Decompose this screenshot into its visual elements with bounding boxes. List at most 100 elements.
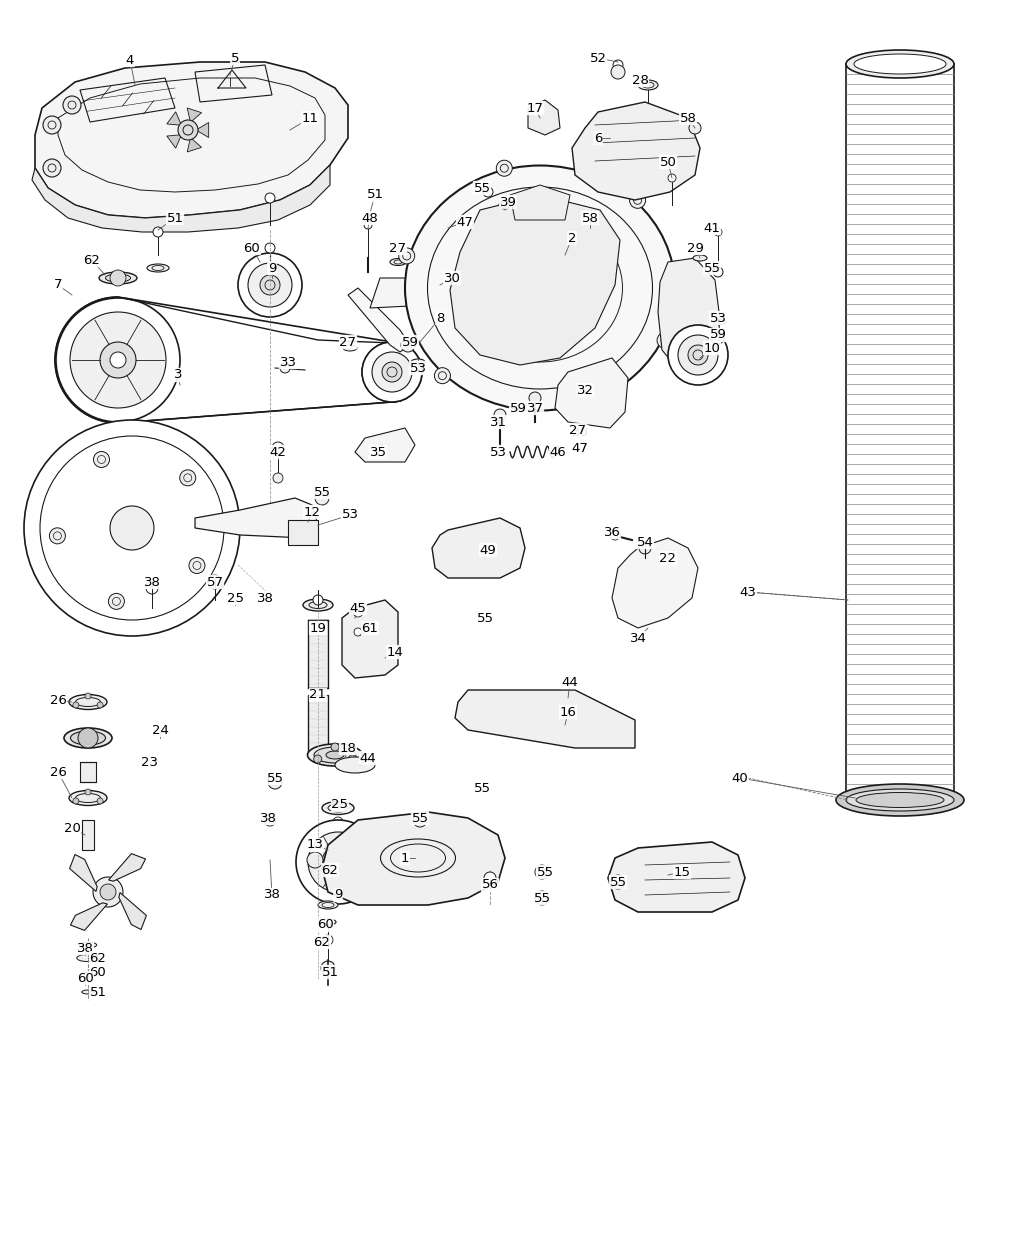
Text: 44: 44 <box>359 751 377 765</box>
Text: 49: 49 <box>479 543 497 556</box>
Text: 22: 22 <box>659 551 677 565</box>
Circle shape <box>331 743 339 751</box>
Text: 10: 10 <box>703 341 721 355</box>
Circle shape <box>630 192 645 209</box>
Circle shape <box>248 263 292 307</box>
Circle shape <box>483 187 493 198</box>
Text: 60: 60 <box>244 242 260 254</box>
Circle shape <box>268 775 282 789</box>
Text: 56: 56 <box>481 878 499 892</box>
Bar <box>80 762 96 782</box>
Text: 11: 11 <box>301 112 318 125</box>
Text: 30: 30 <box>571 425 589 439</box>
Circle shape <box>180 469 196 486</box>
Polygon shape <box>71 903 108 931</box>
Text: 45: 45 <box>349 601 367 614</box>
Text: 26: 26 <box>49 766 67 779</box>
Ellipse shape <box>82 990 94 994</box>
Text: 47: 47 <box>457 215 473 229</box>
Polygon shape <box>70 854 97 892</box>
Text: 7: 7 <box>53 278 62 292</box>
Text: 62: 62 <box>313 936 331 949</box>
Circle shape <box>260 276 280 294</box>
Polygon shape <box>119 893 146 930</box>
Circle shape <box>398 248 415 264</box>
Ellipse shape <box>846 789 954 811</box>
Text: 38: 38 <box>143 575 161 589</box>
Text: 15: 15 <box>674 866 690 878</box>
Polygon shape <box>109 854 145 881</box>
Ellipse shape <box>335 757 375 772</box>
Circle shape <box>63 96 81 114</box>
Text: 3: 3 <box>174 369 182 381</box>
Circle shape <box>110 506 154 550</box>
Text: 17: 17 <box>526 102 544 114</box>
Text: 25: 25 <box>226 591 244 605</box>
Text: 60: 60 <box>90 965 106 979</box>
Ellipse shape <box>77 955 99 961</box>
Text: 46: 46 <box>550 445 566 458</box>
Circle shape <box>354 628 362 637</box>
Text: 23: 23 <box>141 756 159 769</box>
Circle shape <box>43 159 61 177</box>
Text: 28: 28 <box>632 73 648 87</box>
Ellipse shape <box>147 264 169 272</box>
Polygon shape <box>167 112 181 126</box>
Text: 34: 34 <box>630 632 646 644</box>
Polygon shape <box>196 122 209 137</box>
Polygon shape <box>555 359 628 428</box>
Polygon shape <box>455 689 635 749</box>
Polygon shape <box>187 137 202 152</box>
Text: 38: 38 <box>257 591 273 605</box>
Circle shape <box>611 65 625 79</box>
Ellipse shape <box>714 320 726 325</box>
Circle shape <box>322 845 354 878</box>
Polygon shape <box>322 811 505 905</box>
Polygon shape <box>355 428 415 462</box>
Text: 53: 53 <box>410 361 427 375</box>
Circle shape <box>264 814 276 827</box>
Text: 30: 30 <box>443 272 461 284</box>
Circle shape <box>610 530 620 540</box>
Circle shape <box>712 332 724 343</box>
Text: 41: 41 <box>703 221 721 234</box>
Text: 1: 1 <box>400 852 410 864</box>
Text: 18: 18 <box>340 741 356 755</box>
Circle shape <box>109 594 124 609</box>
Circle shape <box>110 352 126 369</box>
Text: 58: 58 <box>582 211 598 224</box>
Text: 38: 38 <box>259 811 276 824</box>
Polygon shape <box>187 108 202 122</box>
Circle shape <box>668 174 676 182</box>
Text: 19: 19 <box>309 621 327 634</box>
Circle shape <box>382 362 402 382</box>
Ellipse shape <box>303 599 333 611</box>
Circle shape <box>265 192 275 203</box>
Circle shape <box>56 298 180 421</box>
Circle shape <box>73 702 79 708</box>
Text: 51: 51 <box>89 985 106 999</box>
Text: 16: 16 <box>559 706 577 718</box>
Circle shape <box>24 420 240 637</box>
Circle shape <box>110 270 126 286</box>
Ellipse shape <box>307 743 362 766</box>
Circle shape <box>265 243 275 253</box>
Ellipse shape <box>69 790 106 805</box>
Text: 42: 42 <box>269 445 287 458</box>
Circle shape <box>153 226 163 237</box>
Circle shape <box>313 755 322 764</box>
Text: 62: 62 <box>322 863 339 877</box>
Ellipse shape <box>638 81 658 91</box>
Circle shape <box>330 854 346 871</box>
Text: 21: 21 <box>309 688 327 702</box>
Circle shape <box>714 228 722 237</box>
Circle shape <box>273 473 283 483</box>
Circle shape <box>713 267 723 277</box>
Text: 32: 32 <box>577 384 594 396</box>
Circle shape <box>315 491 329 504</box>
Circle shape <box>333 816 343 827</box>
Text: 5: 5 <box>230 52 240 64</box>
Circle shape <box>484 872 496 884</box>
Circle shape <box>535 891 549 905</box>
Text: 33: 33 <box>280 356 297 369</box>
